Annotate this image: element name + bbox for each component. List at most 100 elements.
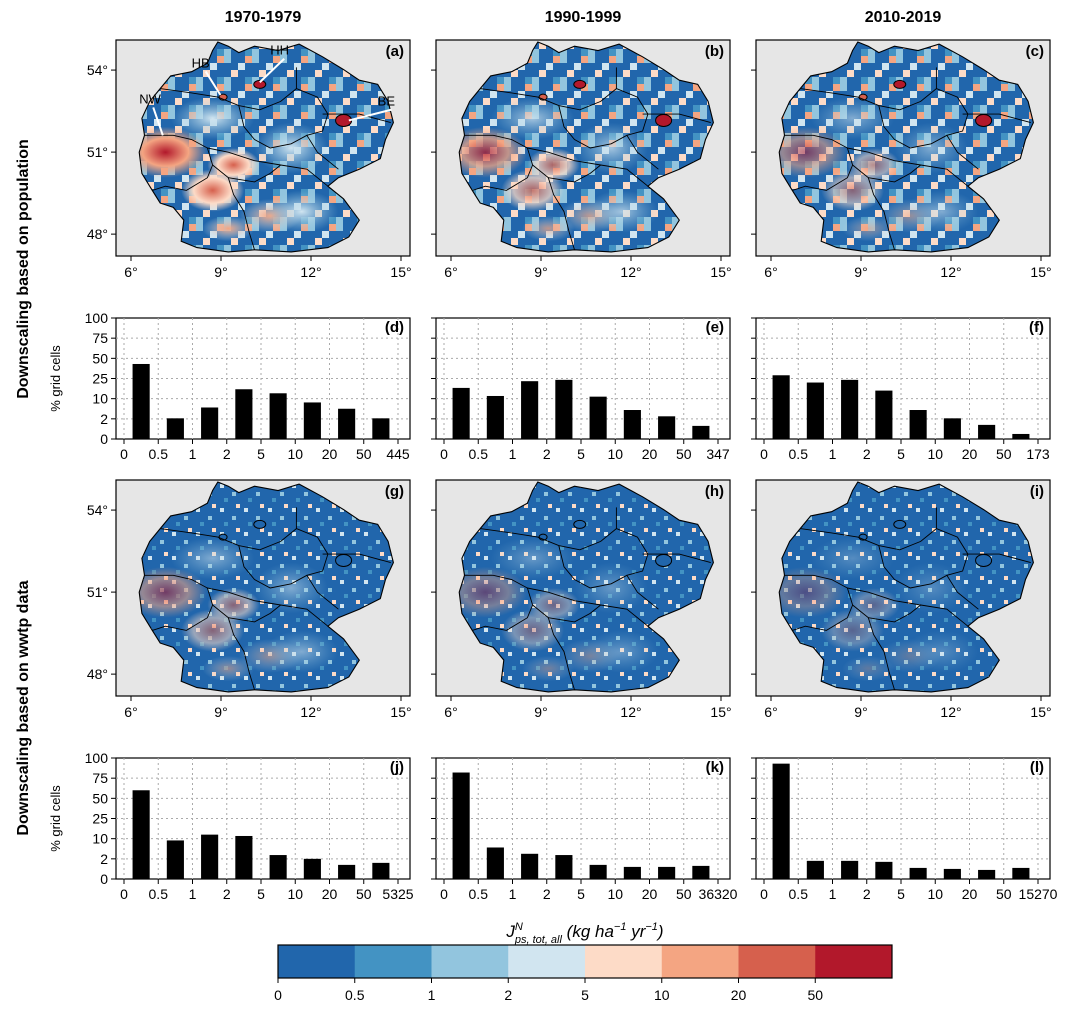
bar-1 bbox=[452, 387, 470, 439]
panel-label: (i) bbox=[1030, 483, 1044, 500]
state-border bbox=[238, 545, 308, 589]
bar-4 bbox=[875, 390, 893, 439]
state-border bbox=[616, 528, 659, 610]
state-label-hb: HB bbox=[192, 55, 210, 70]
map-panel-g: (g) 6° 9° 12° 15° 48° 51° 54° bbox=[87, 479, 412, 720]
bar-7 bbox=[338, 408, 356, 439]
bar-4 bbox=[235, 389, 253, 439]
colorbar-segment-3 bbox=[431, 945, 509, 978]
bar-1 bbox=[772, 375, 790, 439]
state-border bbox=[868, 604, 921, 623]
state-border bbox=[800, 67, 937, 111]
state-border bbox=[548, 164, 601, 183]
state-leader-line bbox=[152, 107, 164, 136]
x-tick-label: 0 bbox=[120, 886, 128, 902]
colorbar-tick-label: 0 bbox=[274, 987, 282, 1003]
x-tick-label: 9° bbox=[214, 704, 227, 720]
colorbar-tick-label: 5 bbox=[581, 987, 589, 1003]
bar-5 bbox=[589, 396, 607, 439]
bar-2 bbox=[166, 418, 184, 439]
bar-7 bbox=[978, 424, 996, 439]
bar-1 bbox=[452, 772, 470, 879]
berlin-marker bbox=[975, 113, 993, 127]
bar-panel-f: 0 0.5 1 2 5 10 20 50 173 (f) bbox=[751, 317, 1051, 462]
x-tick-label: 12° bbox=[620, 704, 641, 720]
state-border bbox=[558, 105, 628, 149]
x-tick-label: 2 bbox=[223, 886, 231, 902]
column-titles: 1970-1979 1990-1999 2010-2019 bbox=[225, 9, 942, 26]
x-tick-label: 9° bbox=[214, 264, 227, 280]
state-border bbox=[160, 67, 297, 111]
y-tick-label: 75 bbox=[92, 330, 108, 346]
state-border bbox=[936, 88, 979, 170]
x-tick-label: 10 bbox=[287, 886, 303, 902]
state-border bbox=[962, 553, 1031, 564]
x-tick-label: 445 bbox=[386, 446, 410, 462]
bar-7 bbox=[978, 869, 996, 879]
colorbar-segment-6 bbox=[661, 945, 739, 978]
y-tick-label: 100 bbox=[85, 310, 109, 326]
bar-3 bbox=[521, 853, 539, 879]
panel-label: (j) bbox=[390, 759, 404, 776]
state-border bbox=[847, 587, 969, 627]
x-tick-label: 15270 bbox=[1019, 886, 1058, 902]
germany-outline bbox=[778, 41, 1034, 253]
x-tick-label: 50 bbox=[356, 886, 372, 902]
bar-8 bbox=[692, 425, 710, 439]
y-tick-label: 51° bbox=[87, 584, 108, 600]
bar-8 bbox=[692, 865, 710, 879]
x-tick-label: 2 bbox=[863, 886, 871, 902]
bar-6 bbox=[943, 418, 961, 439]
x-tick-label: 50 bbox=[356, 446, 372, 462]
x-tick-label: 347 bbox=[706, 446, 730, 462]
state-border bbox=[207, 147, 329, 187]
bar-2 bbox=[166, 840, 184, 879]
x-tick-label: 0 bbox=[440, 446, 448, 462]
bar-panel-e: 0 0.5 1 2 5 10 20 50 347 (e) bbox=[431, 317, 731, 462]
state-border bbox=[322, 113, 391, 124]
x-tick-label: 2 bbox=[863, 446, 871, 462]
row-titles: Downscaling based on population Downscali… bbox=[15, 139, 32, 835]
colorbar-segment-4 bbox=[508, 945, 586, 978]
panel-label: (a) bbox=[386, 43, 404, 60]
colorbar-tick-label: 1 bbox=[428, 987, 436, 1003]
state-border bbox=[532, 164, 575, 250]
x-tick-label: 1 bbox=[189, 886, 197, 902]
y-axis-label: % grid cells bbox=[48, 785, 63, 852]
x-tick-label: 5325 bbox=[382, 886, 413, 902]
y-axis-label: % grid cells bbox=[48, 345, 63, 412]
bar-6 bbox=[303, 402, 321, 439]
state-border bbox=[548, 604, 601, 623]
bar-6 bbox=[303, 858, 321, 879]
bar-8 bbox=[1012, 433, 1030, 439]
colorbar-segment-1 bbox=[278, 945, 356, 978]
x-tick-label: 0 bbox=[440, 886, 448, 902]
panel-label: (l) bbox=[1030, 759, 1044, 776]
x-tick-label: 5 bbox=[577, 886, 585, 902]
hamburg-marker bbox=[573, 519, 587, 529]
bar-4 bbox=[555, 855, 573, 879]
state-leader-line bbox=[348, 108, 392, 122]
bar-7 bbox=[658, 416, 676, 439]
state-border bbox=[480, 507, 617, 551]
bar-5 bbox=[589, 864, 607, 879]
x-tick-label: 20 bbox=[642, 886, 658, 902]
germany-outline bbox=[458, 481, 714, 693]
x-tick-label: 6° bbox=[444, 264, 457, 280]
x-tick-label: 0.5 bbox=[789, 446, 809, 462]
x-tick-label: 20 bbox=[322, 886, 338, 902]
y-tick-label: 54° bbox=[87, 62, 108, 78]
y-tick-label: 100 bbox=[85, 750, 109, 766]
hamburg-marker bbox=[573, 79, 587, 89]
bar-2 bbox=[486, 847, 504, 879]
x-tick-label: 9° bbox=[854, 264, 867, 280]
x-tick-label: 1 bbox=[509, 886, 517, 902]
bar-5 bbox=[909, 867, 927, 879]
x-tick-label: 1 bbox=[829, 446, 837, 462]
x-tick-label: 10 bbox=[287, 446, 303, 462]
x-tick-label: 15° bbox=[390, 264, 411, 280]
x-tick-label: 15° bbox=[710, 704, 731, 720]
bar-1 bbox=[132, 790, 150, 879]
